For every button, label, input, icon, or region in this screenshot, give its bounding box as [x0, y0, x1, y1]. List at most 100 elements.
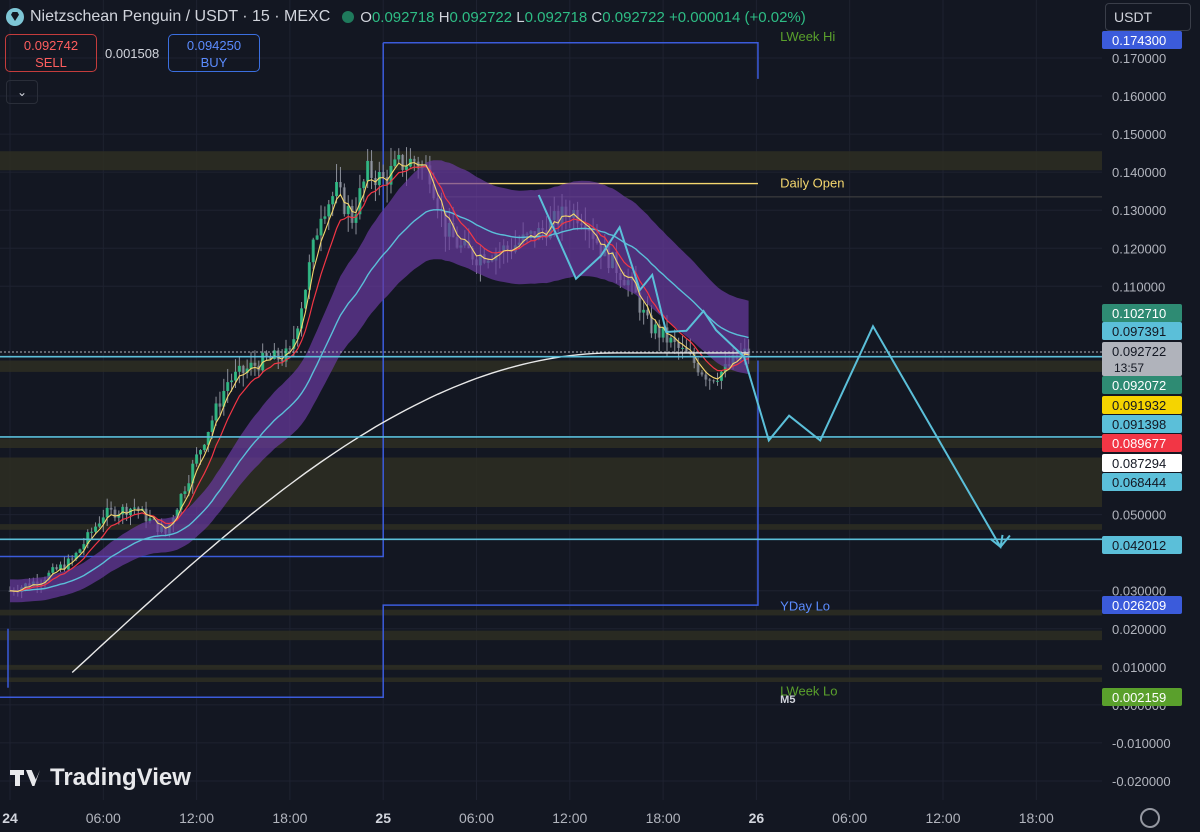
candle-body	[218, 403, 222, 407]
candle-body	[300, 308, 304, 329]
sell-price: 0.092742	[23, 38, 79, 53]
ma-white-line	[71, 352, 749, 674]
price-axis-tick-label: 0.170000	[1112, 51, 1166, 66]
candle-body	[335, 182, 339, 197]
candle-body	[692, 353, 696, 363]
candle-body	[113, 509, 117, 518]
candle-body	[94, 526, 98, 532]
candle-body	[661, 327, 665, 338]
price-tag	[1102, 536, 1182, 554]
price-tag-label: 0.026209	[1112, 598, 1166, 613]
candle-body	[253, 362, 257, 366]
price-tag-label: 0.091932	[1112, 398, 1166, 413]
candle-body	[121, 506, 125, 515]
candle-body	[362, 181, 366, 189]
price-tag-label: 0.174300	[1112, 33, 1166, 48]
candle-body	[187, 483, 191, 492]
price-axis-tick-label: 0.160000	[1112, 89, 1166, 104]
currency-select[interactable]: USDT	[1105, 3, 1191, 31]
candle-body	[66, 558, 70, 570]
candle-body	[649, 315, 653, 334]
candle-body	[370, 160, 374, 179]
time-axis-tick-label: 06:00	[86, 810, 121, 826]
candle-body	[245, 368, 249, 373]
time-axis-tick-label: 12:00	[925, 810, 960, 826]
candle-body	[311, 239, 315, 263]
collapse-chevron-icon[interactable]: ⌄	[6, 80, 38, 104]
candle-body	[708, 379, 712, 381]
candle-body	[86, 532, 90, 545]
level-label: YDay Lo	[780, 599, 830, 614]
candle-body	[342, 187, 346, 215]
projection-arrowhead	[989, 534, 1004, 549]
candle-body	[331, 196, 335, 205]
open-value: 0.092718	[371, 8, 435, 26]
price-axis-tick-label: 0.020000	[1112, 622, 1166, 637]
price-tag	[1102, 304, 1182, 322]
symbol-title[interactable]: Nietzschean Penguin / USDT · 15 · MEXC	[30, 8, 331, 25]
price-axis-tick-label: 0.140000	[1112, 165, 1166, 180]
time-axis-tick-label: 18:00	[1019, 810, 1054, 826]
price-zone	[0, 524, 1102, 530]
price-tag	[1102, 396, 1182, 414]
candle-body	[206, 431, 210, 445]
candle-body	[105, 507, 109, 518]
candle-body	[350, 206, 354, 223]
candle-body	[125, 506, 129, 516]
candle-body	[646, 309, 650, 316]
candle-body	[136, 507, 140, 511]
candle-body	[327, 204, 331, 217]
level-label: M5	[780, 694, 795, 706]
candle-body	[315, 235, 319, 240]
price-tag	[1102, 376, 1182, 394]
candle-body	[723, 364, 727, 372]
candle-body	[638, 292, 642, 313]
price-zone	[0, 360, 1102, 372]
candle-body	[214, 403, 218, 421]
buy-price: 0.094250	[186, 38, 242, 53]
candle-body	[148, 518, 152, 522]
candle-body	[280, 359, 284, 362]
candle-body	[303, 289, 307, 309]
candle-body	[261, 352, 265, 371]
candle-body	[381, 171, 385, 178]
candle-body	[265, 352, 269, 358]
candle-body	[198, 450, 202, 455]
candle-body	[230, 380, 234, 383]
price-tag	[1102, 596, 1182, 614]
price-zone	[0, 630, 1102, 641]
price-axis-tick-label: -0.010000	[1112, 736, 1171, 751]
candle-body	[657, 324, 661, 338]
price-axis-tick-label: 0.130000	[1112, 203, 1166, 218]
ema-band	[10, 160, 749, 603]
buy-label: BUY	[200, 55, 228, 70]
candle-body	[237, 365, 241, 372]
candle-body	[296, 328, 300, 340]
candle-body	[642, 309, 646, 313]
price-axis-tick-label: -0.020000	[1112, 774, 1171, 789]
price-axis-tick-label: 0.010000	[1112, 660, 1166, 675]
price-tag	[1102, 473, 1182, 491]
candle-body	[401, 154, 405, 170]
candle-body	[354, 214, 358, 223]
candle-body	[405, 166, 409, 170]
change-value: +0.000014 (+0.02%)	[668, 8, 806, 26]
candle-body	[307, 262, 311, 290]
candle-body	[700, 372, 704, 375]
low-value: 0.092718	[524, 8, 588, 26]
settings-gear-icon[interactable]	[1140, 808, 1160, 828]
candle-body	[101, 517, 105, 524]
ohlc-values: O0.092718 H0.092722 L0.092718 C0.092722 …	[360, 8, 806, 26]
candle-body	[175, 509, 179, 518]
candle-body	[183, 491, 187, 494]
price-tag	[1102, 342, 1182, 376]
candle-body	[288, 348, 292, 350]
candle-body	[716, 380, 720, 382]
time-axis-tick-label: 12:00	[179, 810, 214, 826]
sell-label: SELL	[35, 55, 67, 70]
sell-button[interactable]: 0.092742 SELL	[5, 34, 97, 72]
candle-body	[152, 518, 156, 520]
buy-button[interactable]: 0.094250 BUY	[168, 34, 260, 72]
price-tag-label: 0.042012	[1112, 538, 1166, 553]
